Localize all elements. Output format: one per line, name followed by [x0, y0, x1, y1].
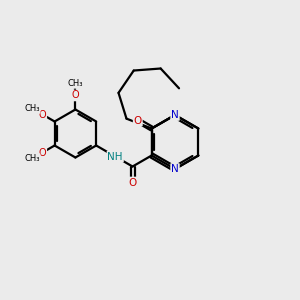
- Text: N: N: [171, 164, 179, 174]
- Text: O: O: [128, 178, 137, 188]
- Text: O: O: [72, 91, 79, 100]
- Text: O: O: [39, 110, 46, 119]
- Text: CH₃: CH₃: [24, 154, 40, 163]
- Text: CH₃: CH₃: [68, 79, 83, 88]
- Text: O: O: [39, 148, 46, 158]
- Text: N: N: [171, 110, 179, 120]
- Text: O: O: [134, 116, 142, 125]
- Text: NH: NH: [107, 152, 123, 161]
- Text: CH₃: CH₃: [24, 104, 40, 113]
